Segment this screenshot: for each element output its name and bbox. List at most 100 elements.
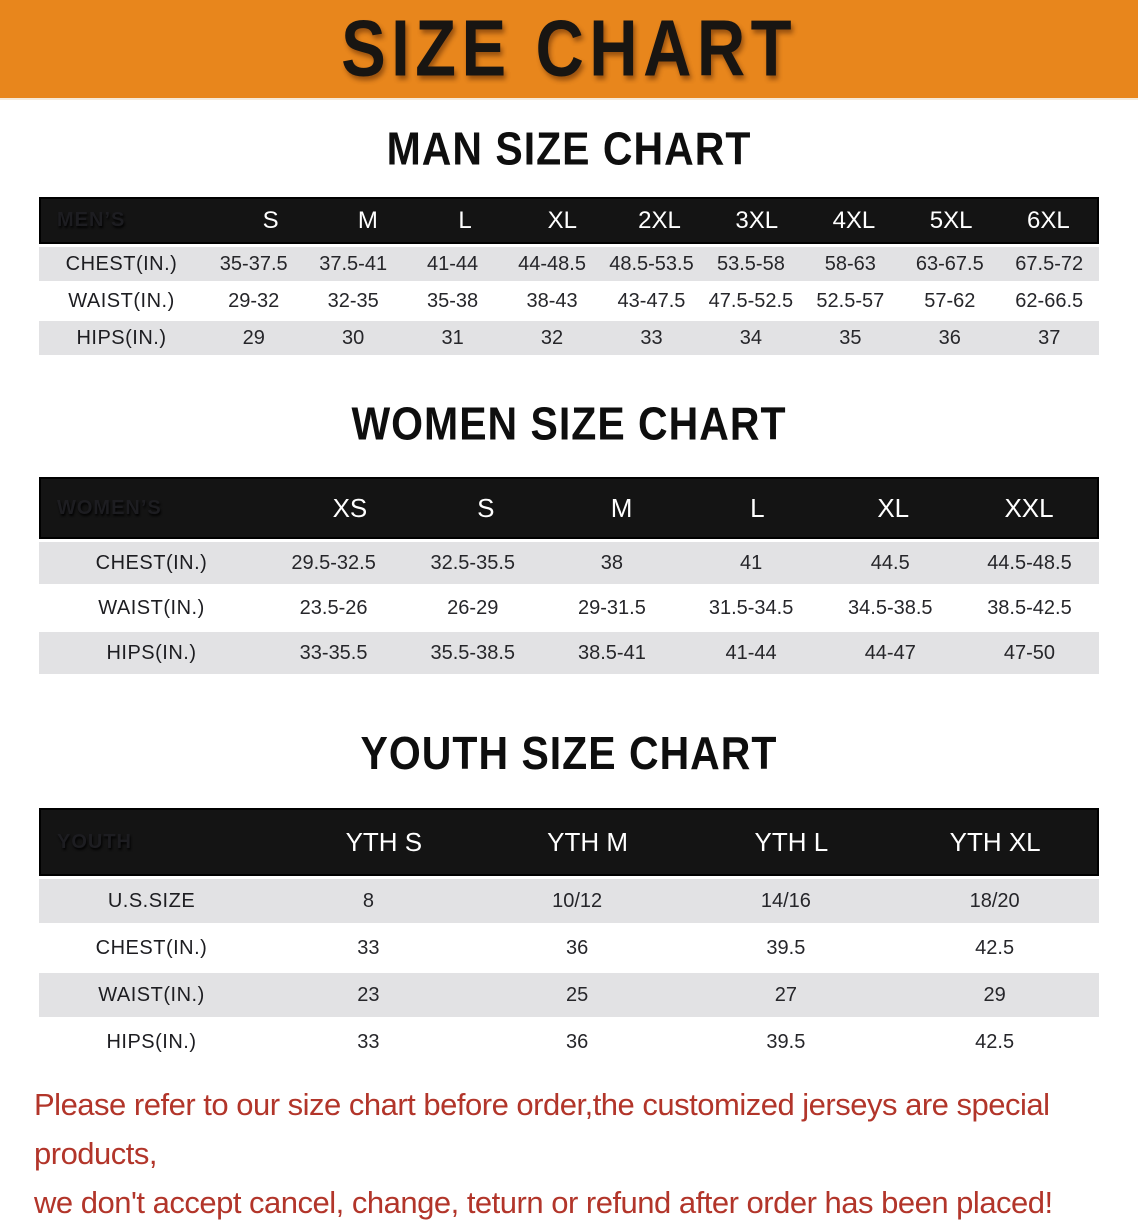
table-cell: 23.5-26: [299, 596, 368, 619]
table-cell: 29: [983, 983, 1006, 1006]
table-cell: 27: [774, 983, 797, 1006]
section-youth: YOUTH SIZE CHART YOUTH YTH S YTH M YTH L YTH…: [0, 677, 1138, 1064]
table-cell: 47-50: [1003, 641, 1056, 664]
column-header: L: [750, 492, 765, 523]
table-cell: 44-47: [864, 641, 916, 664]
table-cell: 32: [540, 326, 564, 349]
table-cell: 32.5-35.5: [430, 551, 516, 574]
table-cell: 36: [566, 1030, 589, 1053]
table-row: CHEST(IN.) 33 36 39.5 42.5: [39, 926, 1099, 970]
table-row: HIPS(IN.) 33 36 39.5 42.5: [39, 1020, 1099, 1064]
row-label: HIPS(IN.): [106, 1030, 197, 1053]
table-cell: 47.5-52.5: [708, 289, 794, 312]
table-title-cell: MEN’S: [57, 209, 126, 231]
table-row: WAIST(IN.) 23.5-26 26-29 29-31.5 31.5-34.5 34…: [39, 587, 1099, 629]
table-cell: 37: [1038, 326, 1061, 349]
row-label: U.S.SIZE: [107, 889, 196, 912]
table-cell: 35-38: [427, 289, 479, 312]
table-cell: 35-37.5: [219, 252, 288, 275]
table-cell: 41-44: [427, 252, 479, 275]
table-cell: 32-35: [327, 289, 379, 312]
row-label: CHEST(IN.): [95, 551, 208, 574]
table-cell: 33: [640, 326, 663, 349]
table-cell: 14/16: [760, 889, 811, 912]
table-cell: 53.5-58: [716, 252, 785, 275]
table-cell: 52.5-57: [816, 289, 885, 312]
row-label: CHEST(IN.): [65, 252, 178, 275]
table-cell: 37.5-41: [319, 252, 388, 275]
table-cell: 8: [362, 889, 374, 912]
table-row: CHEST(IN.) 29.5-32.5 32.5-35.5 38 41 44.5 44.5…: [39, 542, 1099, 584]
column-header: S: [262, 206, 279, 234]
row-label: WAIST(IN.): [68, 289, 175, 312]
youth-size-chart-heading: YOUTH SIZE CHART: [360, 727, 778, 779]
table-cell: 29.5-32.5: [291, 551, 376, 574]
women-size-table: WOMEN’S XS S M L XL XXL CHEST(IN.) 29.5-32.5 32.5…: [39, 477, 1099, 674]
men-size-chart-heading: MAN SIZE CHART: [386, 123, 752, 175]
table-header-row: YOUTH YTH S YTH M YTH L YTH XL: [39, 808, 1099, 876]
column-header: YTH M: [547, 826, 629, 857]
table-cell: 30: [342, 326, 365, 349]
row-label: HIPS(IN.): [76, 326, 167, 349]
table-cell: 38: [600, 551, 624, 574]
table-row: CHEST(IN.) 35-37.5 37.5-41 41-44 44-48.5 48.5…: [39, 247, 1099, 281]
row-label: WAIST(IN.): [98, 596, 205, 619]
table-cell: 58-63: [824, 252, 876, 275]
row-label: CHEST(IN.): [95, 936, 208, 959]
column-header: YTH XL: [949, 826, 1041, 857]
section-men: MAN SIZE CHART MEN’S S M L XL 2XL 3XL 4XL 5XL 6XL…: [0, 100, 1138, 355]
table-cell: 41-44: [725, 641, 777, 664]
table-cell: 10/12: [552, 889, 603, 912]
table-row: U.S.SIZE 8 10/12 14/16 18/20: [39, 879, 1099, 923]
table-cell: 25: [566, 983, 589, 1006]
table-cell: 39.5: [766, 1030, 806, 1053]
table-cell: 67.5-72: [1015, 252, 1084, 275]
table-title-cell: YOUTH: [57, 830, 132, 853]
table-cell: 31.5-34.5: [708, 596, 794, 619]
table-cell: 36: [566, 936, 589, 959]
table-cell: 23: [357, 983, 380, 1006]
page-title: SIZE CHART: [341, 4, 797, 94]
column-header: M: [610, 492, 633, 523]
column-header: XXL: [1004, 492, 1054, 523]
table-row: HIPS(IN.) 29 30 31 32 33 34 35 36 37: [39, 321, 1099, 355]
table-cell: 39.5: [766, 936, 806, 959]
column-header: 6XL: [1027, 206, 1070, 234]
table-cell: 29-31.5: [578, 596, 646, 619]
order-policy-note-line2: we don't accept cancel, change, teturn o…: [34, 1185, 1053, 1220]
table-header-row: MEN’S S M L XL 2XL 3XL 4XL 5XL 6XL: [39, 197, 1099, 244]
table-cell: 42.5: [975, 936, 1015, 959]
table-cell: 26-29: [447, 596, 499, 619]
column-header: 4XL: [832, 206, 876, 234]
table-title-cell: WOMEN’S: [57, 496, 162, 519]
table-cell: 43-47.5: [617, 289, 686, 312]
column-header: L: [458, 206, 472, 234]
table-cell: 38-43: [526, 289, 578, 312]
table-cell: 33: [357, 1030, 380, 1053]
table-header-row: WOMEN’S XS S M L XL XXL: [39, 477, 1099, 539]
table-cell: 38.5-41: [578, 641, 646, 664]
column-header: YTH S: [345, 826, 423, 857]
table-cell: 57-62: [924, 289, 976, 312]
column-header: 2XL: [638, 206, 681, 234]
table-cell: 63-67.5: [915, 252, 984, 275]
column-header: M: [357, 206, 378, 234]
table-cell: 35.5-38.5: [430, 641, 516, 664]
table-cell: 34: [739, 326, 763, 349]
youth-size-table: YOUTH YTH S YTH M YTH L YTH XL U.S.SIZE 8 10/12…: [39, 808, 1099, 1064]
column-header: S: [477, 492, 495, 523]
table-cell: 35: [839, 326, 862, 349]
table-cell: 38.5-42.5: [987, 596, 1072, 619]
women-size-chart-heading: WOMEN SIZE CHART: [351, 397, 787, 450]
row-label: HIPS(IN.): [106, 641, 197, 664]
table-cell: 62-66.5: [1015, 289, 1084, 312]
table-cell: 44.5-48.5: [987, 551, 1072, 574]
table-cell: 18/20: [969, 889, 1020, 912]
table-cell: 42.5: [975, 1030, 1015, 1053]
column-header: XS: [332, 492, 368, 523]
table-row: WAIST(IN.) 29-32 32-35 35-38 38-43 43-47.5 47.…: [39, 284, 1099, 318]
table-cell: 31: [441, 326, 464, 349]
table-cell: 33: [357, 936, 380, 959]
men-size-table: MEN’S S M L XL 2XL 3XL 4XL 5XL 6XL CHEST(IN.) 35-37…: [39, 197, 1099, 355]
row-label: WAIST(IN.): [98, 983, 205, 1006]
